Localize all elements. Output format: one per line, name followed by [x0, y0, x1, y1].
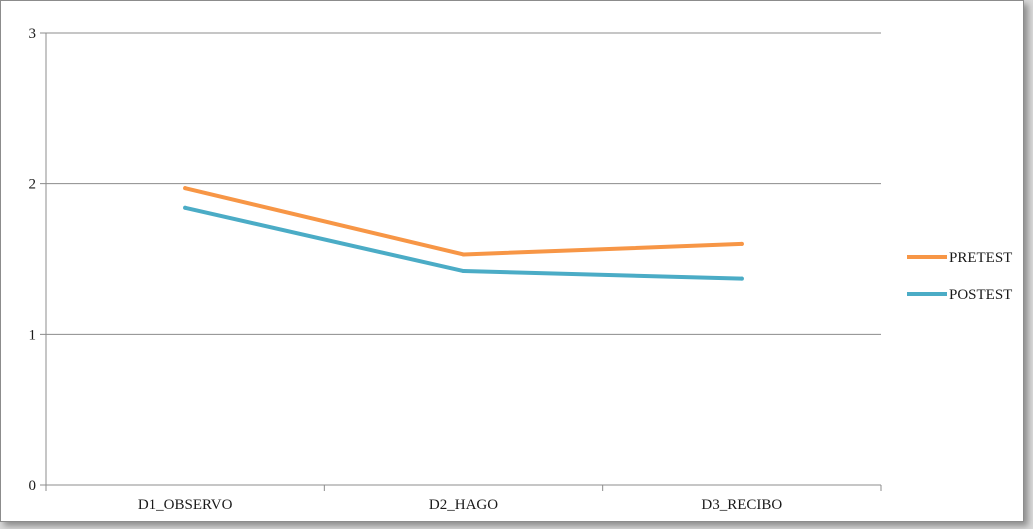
data-point [461, 252, 466, 257]
legend-label: POSTEST [949, 287, 1012, 303]
legend: PRETEST POSTEST [907, 250, 1012, 303]
y-tick-label: 0 [29, 478, 37, 494]
x-tick-label: D1_OBSERVO [138, 497, 233, 513]
series-lines [183, 186, 744, 281]
data-point [461, 269, 466, 274]
y-tick-label: 2 [29, 177, 37, 193]
y-tick-label: 1 [29, 327, 37, 343]
series-line-postest [183, 205, 744, 281]
x-axis-ticks: D1_OBSERVO D2_HAGO D3_RECIBO [138, 497, 783, 513]
x-tick-label: D2_HAGO [429, 497, 498, 513]
data-point [183, 205, 188, 210]
gridlines [40, 32, 881, 486]
x-tick-label: D3_RECIBO [701, 497, 782, 513]
data-point [739, 241, 744, 246]
y-axis-ticks: 0 1 2 3 [29, 26, 37, 494]
y-tick-label: 3 [29, 26, 37, 42]
series-line-pretest [183, 186, 744, 257]
legend-label: PRETEST [949, 250, 1012, 266]
data-point [183, 186, 188, 191]
data-point [739, 276, 744, 281]
axes [45, 33, 882, 491]
